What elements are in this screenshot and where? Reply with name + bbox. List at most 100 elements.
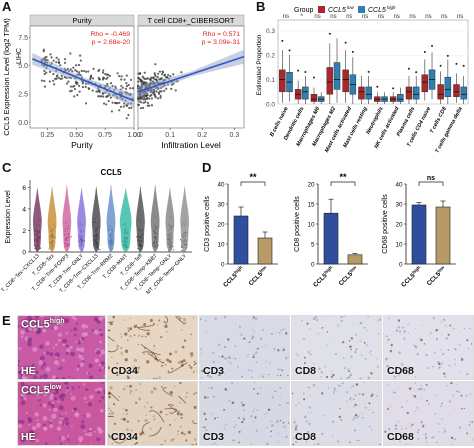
scatter-point [116, 72, 119, 75]
legend-title: Group [294, 7, 314, 14]
outlier-point [431, 44, 434, 47]
scatter-point [65, 82, 69, 85]
tissue-texture [200, 316, 289, 379]
bar [347, 254, 363, 265]
y-tick-label: 40 [395, 181, 403, 188]
panel-d: D CD3 positive cells 0 10 20 30 40 CCL5high CCL… [200, 160, 474, 310]
scatter-point [79, 59, 82, 62]
scatter-point [98, 78, 101, 81]
violin-shape [165, 188, 175, 253]
scatter-point [152, 76, 155, 79]
scatter-point [101, 78, 105, 81]
tile-label: HE [21, 365, 36, 377]
y-tick-label: 4 [22, 206, 26, 213]
scatter-point [40, 79, 44, 82]
legend-label-low: CCL5 [328, 7, 346, 14]
scatter-point [109, 96, 112, 99]
y-axis-label: CD3 positive cells [204, 196, 211, 252]
scatter-point [118, 109, 121, 112]
y-tick-label: 0.2 [266, 53, 275, 60]
y-tick-label: 30 [217, 201, 225, 208]
scatter-point [126, 104, 129, 107]
scatter-point [111, 101, 114, 104]
tile-label: CD34 [111, 365, 138, 377]
scatter-point [170, 87, 173, 90]
scatter-point [163, 89, 166, 92]
scatter-point [129, 78, 133, 82]
tile-label: HE [21, 431, 36, 443]
tile-label: CD8 [295, 431, 317, 443]
scatter-point [137, 76, 140, 80]
scatter-point [81, 82, 84, 85]
scatter-point [45, 55, 48, 59]
tissue-texture [18, 382, 105, 445]
y-tick-label: 20 [307, 181, 315, 188]
y-tick-label: 40 [217, 181, 225, 188]
histology-grid: HE CCL5high CD34 CD3 CD8 CD68 HE CCL5low CD34 CD3… [17, 315, 474, 447]
scatter-point [129, 87, 132, 90]
box-high [302, 86, 309, 100]
scatter-point [107, 73, 110, 76]
tissue-texture [385, 316, 473, 379]
plot-frame [277, 19, 469, 105]
x-axis-label: Purity [71, 140, 93, 150]
significance-label: ns [283, 14, 289, 20]
scatter-point [121, 86, 124, 89]
tile-label: CD3 [203, 431, 225, 443]
violin-dot [99, 248, 101, 250]
category-label: CCL5high [399, 265, 423, 289]
violin-shape [119, 188, 132, 253]
scatter-point [60, 74, 63, 77]
row-title: CCL5high [21, 318, 65, 331]
scatter-point [110, 110, 114, 113]
significance-label: ns [378, 14, 384, 20]
scatter-point [123, 78, 126, 81]
tissue-texture [384, 382, 473, 445]
scatter-point [79, 54, 82, 57]
legend-sup-high: high [387, 5, 396, 10]
tile-label: CD34 [111, 431, 138, 443]
scatter-point [91, 89, 94, 92]
outlier-point [439, 64, 442, 67]
y-tick-label: 10 [395, 241, 403, 248]
significance-label: ns [330, 14, 336, 20]
scatter-point [118, 101, 121, 104]
bar [323, 212, 339, 265]
box-low [342, 69, 349, 93]
scatter-point [120, 75, 123, 78]
scatter-point [59, 64, 62, 67]
scatter-point [145, 97, 149, 101]
significance-label: ns [457, 14, 463, 20]
outlier-point [462, 64, 465, 67]
scatter-point [68, 90, 72, 93]
outlier-point [407, 67, 410, 70]
y-tick-label: 20 [395, 221, 403, 228]
scatter-point [153, 78, 156, 81]
scatter-point [55, 61, 58, 64]
outlier-point [415, 71, 418, 74]
chart-title: CCL5 [101, 168, 122, 177]
scatter-point [122, 105, 125, 108]
scatter-point [78, 90, 81, 93]
scatter-point [119, 105, 122, 108]
scatter-point [100, 95, 103, 98]
scatter-point [140, 101, 143, 104]
x-tick-label: 0.2 [197, 132, 207, 139]
y-axis-label: CD68 positive cells [382, 194, 389, 254]
scatter-point [142, 106, 145, 109]
violin-shape [47, 186, 57, 253]
scatter-point [161, 73, 164, 76]
scatter-point [131, 87, 135, 90]
scatter-point [156, 72, 160, 75]
significance-label: * [301, 14, 304, 20]
histology-tile: CD34 [107, 315, 198, 380]
scatter-point [63, 61, 67, 64]
scatter-point [165, 87, 168, 90]
outlier-point [376, 85, 379, 88]
y-axis-label: Expression Level [5, 190, 12, 244]
gene-label: LIHC [16, 48, 23, 64]
scatter-point [125, 82, 128, 85]
scatter-point [50, 56, 53, 59]
scatter-point [74, 69, 77, 72]
tissue-texture [18, 316, 105, 379]
